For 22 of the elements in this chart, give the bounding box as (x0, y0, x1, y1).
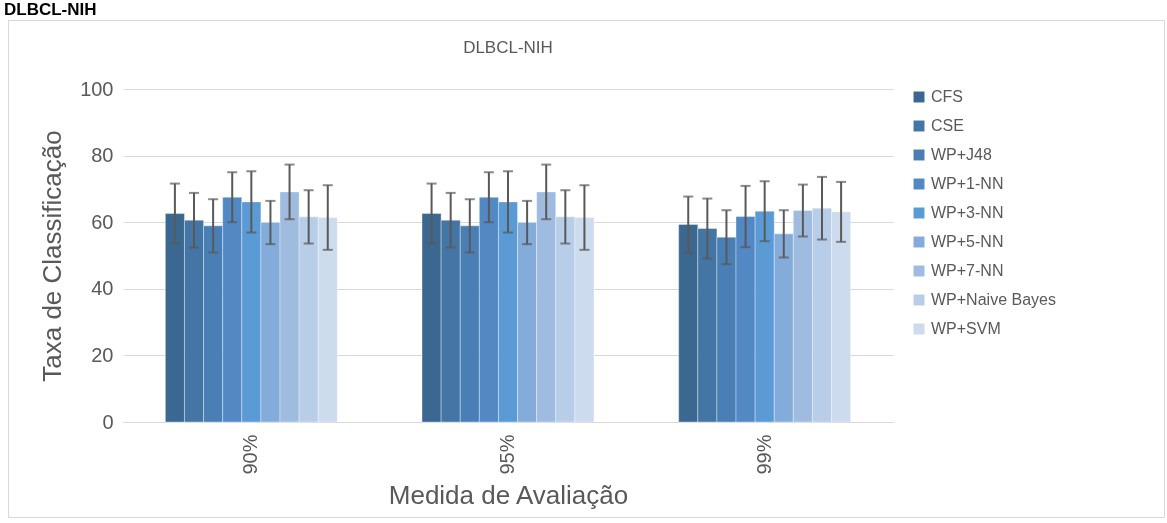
y-tick-label: 60 (91, 210, 114, 233)
y-axis-title: Taxa de Classificação (37, 130, 68, 382)
legend-label: WP+SVM (931, 320, 1001, 337)
y-tick-label: 20 (91, 343, 114, 366)
x-tick-label: 95% (496, 434, 518, 475)
chart-title: DLBCL-NIH (463, 38, 553, 57)
y-tick-label: 40 (91, 277, 114, 300)
text: DLBCL-NIH (3, 0, 98, 20)
x-axis-title: Medida de Avaliação (388, 479, 629, 510)
legend-label: WP+Naive Bayes (931, 291, 1056, 308)
legend-label: WP+J48 (931, 146, 993, 163)
y-tick-label: 80 (91, 144, 114, 167)
legend-label: CFS (931, 88, 963, 105)
legend-label: WP+5-NN (931, 233, 1004, 250)
x-tick-label: 90% (239, 434, 262, 475)
x-tick-label: 99% (752, 434, 775, 475)
legend-label: WP+3-NN (931, 204, 1004, 221)
y-tick-label: 100 (80, 77, 114, 100)
legend-label: WP+1-NN (931, 175, 1004, 192)
legend-label: CSE (931, 117, 964, 134)
legend-label: WP+7-NN (931, 262, 1004, 279)
y-tick-label: 0 (102, 410, 114, 433)
